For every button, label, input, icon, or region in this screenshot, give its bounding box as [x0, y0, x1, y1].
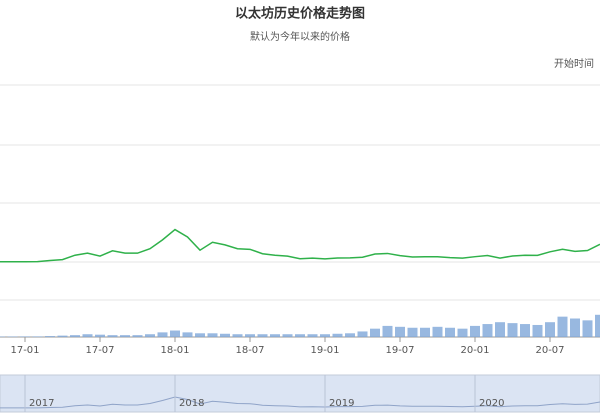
volume-bar	[245, 334, 255, 337]
navigator-label: 2018	[179, 398, 204, 409]
volume-bar	[82, 334, 93, 337]
x-tick-label: 18-01	[160, 345, 189, 356]
navigator-label: 2017	[29, 398, 54, 409]
volume-bar	[382, 325, 393, 337]
chart-title: 以太坊历史价格走势图	[235, 6, 365, 22]
volume-bar	[545, 322, 555, 337]
x-tick-label: 19-07	[385, 345, 414, 356]
volume-bar	[220, 333, 230, 337]
volume-bar	[420, 327, 430, 337]
x-tick-label: 19-01	[310, 345, 339, 356]
volume-bar	[532, 324, 543, 337]
volume-bar	[507, 323, 518, 337]
volume-bar	[170, 330, 180, 337]
volume-bar	[282, 334, 293, 337]
x-tick-label: 18-07	[235, 345, 264, 356]
volume-bar	[232, 334, 243, 337]
volume-bar	[332, 333, 343, 337]
volume-bar	[257, 334, 268, 337]
navigator-line	[0, 396, 600, 409]
x-tick-label: 17-01	[10, 345, 39, 356]
volume-bar	[345, 333, 355, 337]
volume-bar	[407, 327, 418, 337]
volume-bar	[395, 326, 405, 337]
volume-bar	[295, 334, 305, 337]
volume-bar	[582, 320, 593, 337]
volume-bar	[357, 331, 368, 337]
navigator-label: 2019	[329, 398, 354, 409]
volume-bar	[432, 326, 443, 337]
volume-bar	[207, 333, 218, 337]
volume-bar	[570, 318, 580, 337]
x-tick-label: 17-07	[85, 345, 114, 356]
volume-bar	[32, 336, 43, 337]
volume-bar	[45, 336, 55, 337]
volume-bar	[270, 334, 280, 337]
volume-bar	[107, 335, 118, 337]
navigator-label: 2020	[479, 398, 504, 409]
start-time-button[interactable]: 开始时间	[554, 57, 594, 70]
volume-bar	[20, 336, 30, 337]
volume-bar	[520, 324, 530, 337]
volume-bar	[95, 334, 105, 337]
volume-bar	[470, 325, 480, 337]
volume-bar	[195, 333, 205, 337]
volume-bar	[445, 327, 455, 337]
volume-bar	[145, 334, 155, 337]
volume-bar	[457, 328, 468, 337]
volume-bar	[320, 334, 330, 337]
volume-bar	[307, 334, 318, 337]
price-line	[0, 228, 600, 263]
volume-bar	[482, 324, 493, 337]
volume-bar	[557, 316, 568, 337]
chart-subtitle: 默认为今年以来的价格	[250, 30, 350, 43]
volume-bar	[57, 335, 68, 337]
volume-bar	[370, 328, 380, 337]
x-tick-label: 20-07	[535, 345, 564, 356]
volume-bar	[132, 335, 143, 337]
x-tick-label: 20-01	[460, 345, 489, 356]
volume-bar	[182, 332, 193, 337]
volume-bar	[595, 314, 600, 337]
volume-bar	[70, 335, 80, 337]
volume-bar	[120, 335, 130, 337]
volume-bar	[157, 332, 168, 337]
volume-bar	[495, 322, 505, 337]
